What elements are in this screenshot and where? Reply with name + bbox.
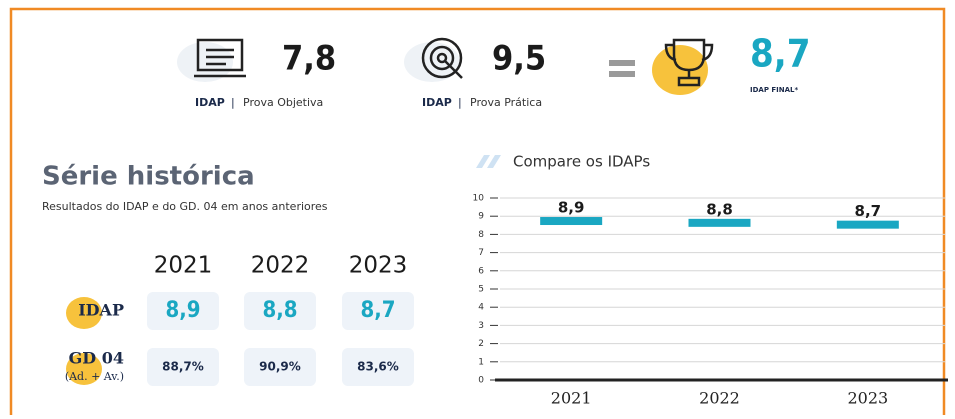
score: 7,8 — [282, 39, 336, 79]
cell-value: 8,9 — [165, 298, 200, 323]
frame — [9, 7, 946, 415]
target-icon — [421, 37, 463, 79]
bar-marker — [836, 220, 899, 229]
section-subtitle: Resultados do IDAP e do GD. 04 em anos a… — [42, 200, 328, 213]
cell — [342, 292, 414, 330]
y-tick-label: 8 — [478, 230, 484, 240]
chart-title: Compare os IDAPs — [513, 153, 650, 171]
label: IDAP FINAL* — [750, 86, 799, 94]
history-table: 2021 2022 2023 IDAP 8,9 8,8 8,7 GD 04 (Ad. + Av.… — [65, 253, 414, 386]
cell — [244, 292, 316, 330]
data-label: 8,9 — [558, 199, 585, 217]
y-tick-label: 7 — [478, 248, 484, 258]
bar-marker — [688, 218, 751, 227]
score: 9,5 — [492, 39, 546, 79]
equals-sign — [609, 60, 635, 77]
y-tick-label: 6 — [478, 266, 484, 276]
highlight-blob — [66, 353, 102, 385]
year-header: 2022 — [251, 253, 310, 279]
year-header: 2023 — [349, 253, 408, 279]
chart: 0 1 2 3 4 5 6 7 8 9 10 2021 8,9 2022 8,8 2023 8,7 — [473, 194, 948, 408]
blob — [177, 42, 233, 82]
label: Prova Objetiva — [243, 96, 323, 109]
data-label: 8,7 — [855, 202, 882, 220]
y-tick-label: 3 — [478, 321, 484, 331]
y-tick-label: 1 — [478, 357, 484, 367]
y-tick-label: 4 — [478, 303, 484, 313]
separator: | — [458, 96, 462, 109]
cell — [147, 292, 219, 330]
cell — [244, 348, 316, 386]
row-label: IDAP — [78, 301, 124, 320]
cell — [147, 348, 219, 386]
bar-marker — [540, 217, 603, 226]
label: IDAP — [422, 96, 452, 109]
y-tick-label: 10 — [473, 194, 485, 204]
monitor-icon — [194, 38, 246, 78]
year-header: 2021 — [154, 253, 213, 279]
y-tick-label: 2 — [478, 339, 484, 349]
row-label: GD 04 — [69, 349, 124, 368]
cell-value: 88,7% — [162, 360, 204, 374]
cell-value: 8,8 — [262, 298, 297, 323]
cell-value: 83,6% — [357, 360, 399, 374]
label: IDAP — [195, 96, 225, 109]
section-title: Série histórica — [42, 162, 255, 192]
chart-icon — [476, 155, 501, 168]
y-tick-label: 5 — [478, 285, 484, 295]
cell-value: 8,7 — [360, 298, 395, 323]
x-tick-label: 2023 — [847, 389, 888, 408]
y-tick-label: 0 — [478, 376, 484, 386]
blob — [652, 45, 708, 95]
highlight-blob — [66, 297, 102, 329]
cell-value: 90,9% — [259, 360, 301, 374]
x-tick-label: 2021 — [551, 389, 592, 408]
separator: | — [231, 96, 235, 109]
x-tick-label: 2022 — [699, 389, 740, 408]
y-tick-label: 9 — [478, 212, 484, 222]
label: Prova Prática — [470, 96, 542, 109]
cell — [342, 348, 414, 386]
trophy-icon — [664, 38, 714, 87]
data-label: 8,8 — [706, 200, 733, 218]
final-score: 8,7 — [750, 32, 811, 76]
row-sublabel: (Ad. + Av.) — [65, 370, 124, 383]
